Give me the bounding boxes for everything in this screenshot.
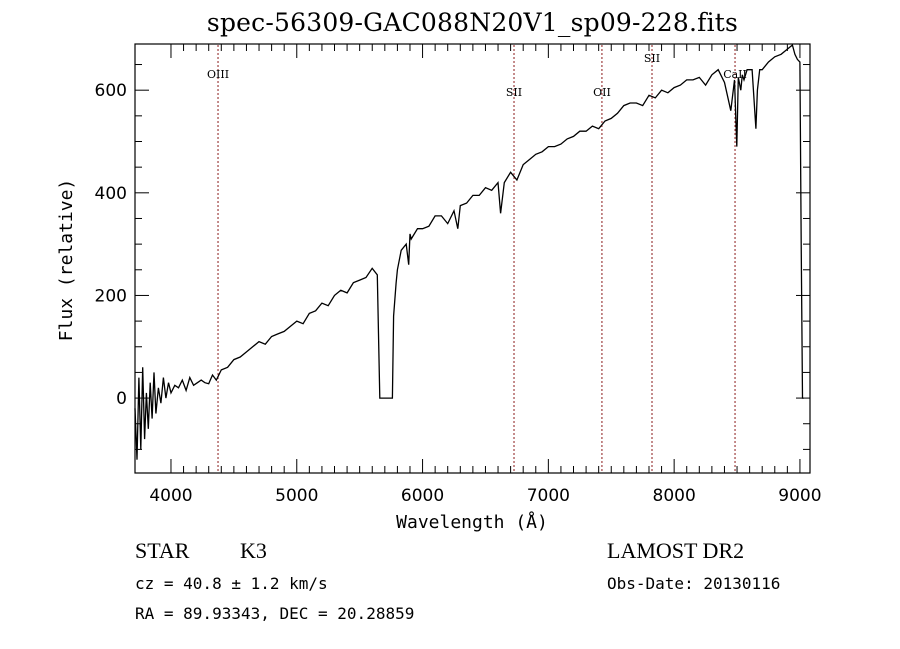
coordinates: RA = 89.93343, DEC = 20.28859 xyxy=(135,604,415,623)
x-tick-label: 9000 xyxy=(778,486,821,506)
line-label-oii: OII xyxy=(593,86,611,99)
chart-title: spec-56309-GAC088N20V1_sp09-228.fits xyxy=(206,8,739,37)
x-tick-label: 7000 xyxy=(527,486,570,506)
x-tick-label: 5000 xyxy=(275,486,318,506)
axis-ticks xyxy=(135,44,810,473)
line-label-oiii: OIII xyxy=(207,68,229,81)
x-tick-label: 6000 xyxy=(401,486,444,506)
spectrum-line xyxy=(134,43,804,460)
y-tick-label: 0 xyxy=(116,389,127,409)
y-axis-label: Flux (relative) xyxy=(56,179,77,342)
emission-line-labels: OIII SII OII SII CaII xyxy=(207,52,747,99)
y-tick-labels: 0 200 400 600 xyxy=(95,81,127,409)
line-label-caii: CaII xyxy=(723,68,747,81)
observation-date: Obs-Date: 20130116 xyxy=(607,574,781,593)
object-class: STAR xyxy=(135,538,190,563)
x-tick-label: 8000 xyxy=(653,486,696,506)
plot-frame xyxy=(134,43,811,474)
x-tick-labels: 4000 5000 6000 7000 8000 9000 xyxy=(149,486,821,506)
x-axis-label: Wavelength (Å) xyxy=(396,511,548,533)
object-subclass: K3 xyxy=(240,538,267,563)
y-tick-label: 600 xyxy=(95,81,127,101)
y-tick-label: 200 xyxy=(95,286,127,306)
line-label-sii: SII xyxy=(506,86,522,99)
redshift-velocity: cz = 40.8 ± 1.2 km/s xyxy=(135,574,328,593)
y-tick-label: 400 xyxy=(95,184,127,204)
x-tick-label: 4000 xyxy=(149,486,192,506)
survey-name: LAMOST DR2 xyxy=(607,538,745,563)
line-label-sii: SII xyxy=(644,52,660,65)
emission-line-markers xyxy=(217,45,736,472)
